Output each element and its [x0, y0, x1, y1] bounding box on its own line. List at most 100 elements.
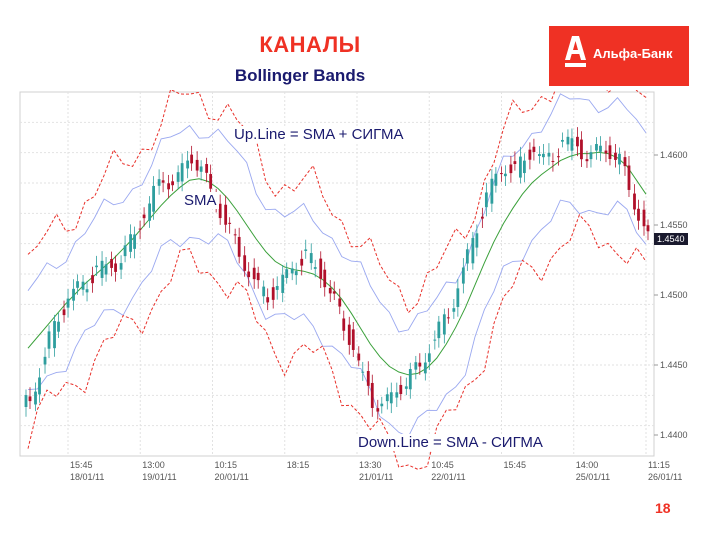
candle-body: [404, 386, 408, 389]
candle-body: [570, 138, 574, 151]
candle-body: [519, 156, 522, 178]
x-tick-time-label: 13:00: [142, 460, 165, 470]
candle-body: [319, 258, 323, 279]
candle-body: [642, 209, 646, 227]
candle-body: [614, 152, 617, 160]
candle-body: [228, 222, 232, 224]
candle-body: [285, 269, 289, 278]
candle-body: [395, 392, 399, 398]
candle-body: [129, 234, 132, 252]
candle-body: [76, 281, 79, 288]
candle-body: [195, 159, 199, 171]
candle-body: [95, 265, 98, 268]
candle-body: [47, 331, 51, 349]
candle-body: [110, 259, 113, 268]
candle-body: [256, 272, 260, 281]
candle-body: [576, 136, 579, 147]
candle-body: [637, 208, 640, 221]
x-tick-time-label: 10:15: [215, 460, 238, 470]
slide-subtitle: Bollinger Bands: [234, 66, 366, 85]
candle-body: [557, 156, 560, 158]
candle-body: [471, 238, 475, 264]
candle-body: [180, 163, 184, 182]
candle-body: [542, 153, 545, 158]
chart-canvas: 15:45 18/01/11 13:00 19/01/11 10:15 20/01/11 1…: [19, 90, 688, 482]
candle-body: [627, 165, 631, 190]
candle-body: [503, 173, 507, 177]
candle-body: [247, 271, 251, 278]
candle-body: [309, 253, 313, 264]
slide-title: КАНАЛЫ: [259, 32, 361, 57]
candle-body: [418, 362, 422, 367]
candle-body: [72, 288, 75, 301]
candle-body: [646, 225, 650, 232]
y-tick-label: 1.4450: [660, 360, 688, 370]
candle-body: [490, 178, 494, 204]
downline-annotation: Down.Line = SMA - СИГМА: [356, 434, 545, 451]
candle-body: [133, 234, 136, 249]
candle-body: [328, 287, 332, 294]
candle-body: [323, 269, 327, 288]
alfa-bank-logo-text: Альфа-Банк: [593, 46, 673, 61]
candle-body: [589, 152, 593, 160]
candle-body: [176, 172, 180, 182]
y-tick-label: 1.4400: [660, 430, 688, 440]
candle-body: [152, 185, 155, 212]
candle-body: [252, 267, 256, 280]
candle-body: [604, 150, 608, 154]
candle-body: [623, 157, 627, 167]
x-tick-date-label: 25/01/11: [576, 472, 610, 482]
x-tick-date-label: 22/01/11: [431, 472, 465, 482]
x-tick-date-label: 26/01/11: [648, 472, 682, 482]
candle-body: [370, 382, 374, 408]
candle-body: [313, 267, 317, 269]
alfa-bank-logo-icon: [565, 36, 586, 67]
candle-body: [38, 377, 41, 395]
x-tick-time-label: 11:15: [648, 460, 670, 470]
candle-body: [28, 396, 32, 402]
candle-body: [494, 173, 498, 186]
x-tick-time-label: 15:45: [504, 460, 527, 470]
last-price-label: 1.4540: [657, 234, 685, 244]
candle-body: [104, 264, 108, 275]
x-tick-time-label: 10:45: [431, 460, 454, 470]
candle-body: [81, 281, 85, 290]
candle-body: [523, 160, 526, 174]
candle-body: [484, 192, 488, 208]
x-tick-date-label: 18/01/11: [70, 472, 104, 482]
candle-body: [385, 394, 389, 402]
candle-body: [376, 408, 380, 412]
candle-body: [427, 353, 431, 362]
candle-body: [538, 154, 541, 157]
candle-body: [595, 144, 598, 151]
candle-body: [361, 371, 365, 373]
candle-body: [205, 164, 209, 173]
candle-body: [190, 154, 194, 164]
candle-body: [608, 145, 612, 159]
candle-body: [399, 384, 403, 395]
candle-body: [480, 216, 484, 219]
y-tick-label: 1.4550: [660, 220, 688, 230]
candle-body: [532, 146, 536, 152]
candle-body: [304, 249, 308, 251]
candle-body: [199, 166, 203, 172]
candle-body: [446, 317, 450, 319]
candle-body: [442, 314, 446, 335]
candle-body: [281, 274, 285, 293]
candle-body: [142, 214, 146, 219]
candle-body: [414, 362, 418, 370]
candle-body: [513, 161, 517, 165]
candle-body: [452, 308, 456, 312]
x-tick-date-label: 21/01/11: [359, 472, 393, 482]
candle-body: [167, 183, 171, 190]
candle-body: [566, 136, 570, 145]
candle-body: [408, 369, 412, 390]
candle-body: [91, 275, 94, 284]
candle-body: [618, 153, 621, 165]
inner-upper-band-line: [27, 93, 647, 333]
candle-body: [100, 260, 104, 278]
candle-body: [342, 318, 346, 331]
upline-annotation: Up.Line = SMA + СИГМА: [232, 126, 406, 143]
candle-body: [233, 234, 237, 236]
y-tick-label: 1.4600: [660, 150, 688, 160]
